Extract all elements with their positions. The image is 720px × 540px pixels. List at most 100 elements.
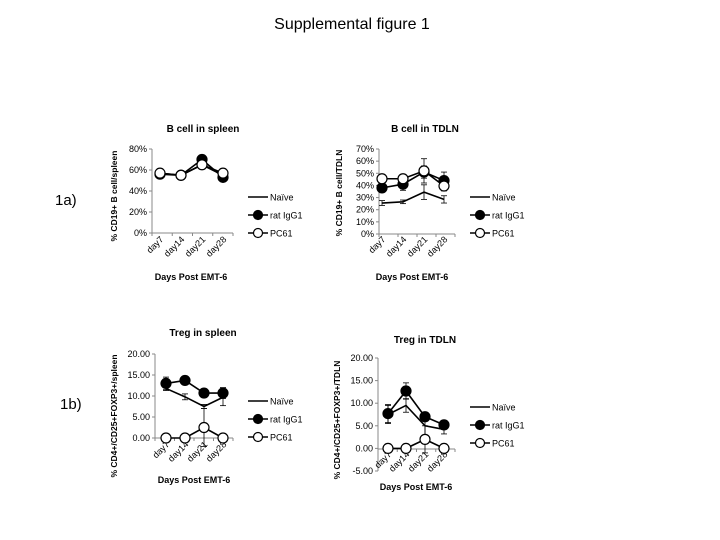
y-tick-label: 0.00 [355, 443, 373, 453]
legend-label: PC61 [270, 229, 293, 239]
y-tick-label: 15.00 [350, 376, 373, 386]
series-line [387, 404, 445, 431]
y-tick-label: 0% [134, 228, 147, 238]
series-line [159, 163, 224, 177]
x-axis-label: Days Post EMT-6 [155, 272, 228, 282]
legend-marker [252, 209, 264, 221]
panel-label-1a: 1a) [55, 192, 77, 209]
data-point [376, 182, 388, 194]
chart-3: Treg in spleen 0.00 5.00 10.00 15.00 20.00 day… [109, 328, 303, 485]
legend-item: Naïve [248, 397, 294, 407]
legend-item: rat IgG1 [470, 419, 525, 431]
y-tick-label: 20.00 [350, 353, 373, 363]
series-open-circle [382, 425, 450, 454]
data-point [400, 385, 412, 397]
y-axis-label: % CD19+ B cell/TDLN [334, 150, 344, 237]
legend-label: PC61 [492, 229, 515, 239]
legend-item: rat IgG1 [470, 209, 525, 221]
y-axis-label: % CD4+/CD25+FOXP3+/TDLN [332, 361, 342, 480]
data-point [400, 442, 412, 454]
legend-marker [474, 227, 486, 239]
y-axis-label: % CD19+ B cell/spleen [109, 151, 119, 242]
legend-label: Naïve [492, 403, 516, 413]
legend-label: Naïve [270, 193, 294, 203]
chart-title: B cell in spleen [167, 124, 240, 135]
figure-title: Supplemental figure 1 [274, 16, 430, 33]
y-tick-label: 80% [129, 144, 147, 154]
legend-label: Naïve [270, 397, 294, 407]
chart-2: B cell in TDLN 0% 10% 20% 30% 40% 50% 60% 70% day… [334, 124, 525, 282]
legend-marker [252, 431, 264, 443]
series-filled-circle [154, 153, 229, 183]
data-point [376, 173, 388, 185]
series-none [379, 184, 447, 206]
y-tick-label: 60% [356, 156, 374, 166]
data-point [217, 432, 229, 444]
legend-marker [474, 209, 486, 221]
data-point [196, 159, 208, 171]
chart-title: B cell in TDLN [391, 124, 459, 135]
series-line [166, 426, 224, 439]
y-tick-label: 10.00 [127, 391, 150, 401]
series-line [381, 191, 445, 204]
chart-title: Treg in spleen [169, 328, 236, 339]
data-point [438, 180, 450, 192]
legend-label: rat IgG1 [492, 211, 525, 221]
data-point [382, 442, 394, 454]
data-point [217, 387, 229, 399]
data-point [175, 169, 187, 181]
series-open-circle [154, 159, 229, 181]
y-tick-label: 50% [356, 168, 374, 178]
y-tick-label: 5.00 [355, 421, 373, 431]
y-tick-label: 5.00 [132, 412, 150, 422]
series-filled-circle [382, 382, 450, 431]
x-tick-label: day21 [185, 439, 209, 463]
chart-1: B cell in spleen0%20%40%60%80%day7day14d… [109, 124, 303, 282]
legend-item: PC61 [248, 227, 293, 239]
legend-item: Naïve [248, 193, 294, 203]
y-tick-label: 20% [129, 207, 147, 217]
x-axis-label: Days Post EMT-6 [376, 272, 449, 282]
data-point [160, 377, 172, 389]
data-point [217, 167, 229, 179]
panel-label-1b: 1b) [60, 396, 82, 413]
x-tick-label: day28 [204, 234, 228, 258]
y-tick-label: 10.00 [350, 398, 373, 408]
legend-item: Naïve [470, 193, 516, 203]
data-point [198, 421, 210, 434]
data-point [179, 432, 191, 444]
y-tick-label: -5.00 [352, 466, 373, 476]
series-line [388, 438, 445, 450]
y-tick-label: 40% [356, 180, 374, 190]
data-point [419, 433, 431, 445]
data-point [397, 173, 409, 185]
legend-item: PC61 [470, 227, 515, 239]
legend-label: rat IgG1 [492, 421, 525, 431]
legend-label: rat IgG1 [270, 415, 303, 425]
legend-item: rat IgG1 [248, 413, 303, 425]
x-tick-label: day14 [162, 234, 186, 258]
legend-marker [252, 227, 264, 239]
legend-marker [474, 437, 486, 449]
chart-4: Treg in TDLN -5.00 0.00 5.00 10.00 15.00 20.00… [332, 335, 525, 492]
y-tick-label: 40% [129, 186, 147, 196]
y-tick-label: 10% [356, 217, 374, 227]
x-tick-label: day14 [384, 234, 408, 258]
series-line [381, 171, 445, 189]
y-tick-label: 70% [356, 144, 374, 154]
legend-label: PC61 [492, 439, 515, 449]
x-axis-label: Days Post EMT-6 [158, 475, 231, 485]
y-tick-label: 0% [361, 229, 374, 239]
y-axis-label: % CD4+/CD25+FOXP3+/spleen [109, 354, 119, 477]
series-line [387, 389, 445, 426]
y-tick-label: 20% [356, 205, 374, 215]
data-point [382, 407, 394, 420]
legend-marker [252, 413, 264, 425]
legend-item: PC61 [470, 437, 515, 449]
series-line [165, 387, 224, 408]
legend-label: Naïve [492, 193, 516, 203]
data-point [179, 374, 191, 387]
data-point [438, 442, 450, 454]
data-point [198, 387, 210, 399]
